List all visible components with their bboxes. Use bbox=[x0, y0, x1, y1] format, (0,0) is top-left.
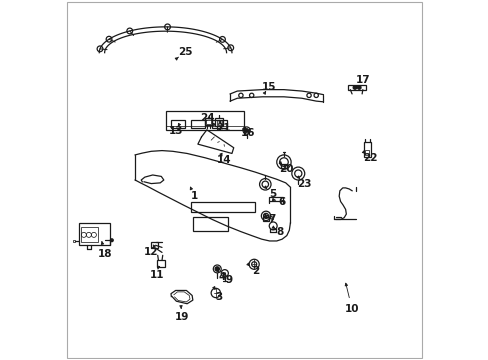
Text: 1: 1 bbox=[190, 191, 198, 201]
Text: 22: 22 bbox=[362, 153, 377, 163]
Circle shape bbox=[110, 239, 113, 242]
Text: 24: 24 bbox=[200, 113, 215, 123]
Bar bbox=[204, 118, 212, 126]
Text: 3: 3 bbox=[215, 292, 223, 302]
Text: 14: 14 bbox=[216, 155, 230, 165]
Bar bbox=[81, 227, 98, 242]
Bar bbox=[212, 121, 226, 128]
Text: 17: 17 bbox=[355, 75, 369, 85]
Text: 20: 20 bbox=[279, 164, 293, 174]
Bar bbox=[206, 120, 210, 125]
Circle shape bbox=[244, 129, 248, 132]
Text: 12: 12 bbox=[144, 247, 158, 257]
Text: 2: 2 bbox=[251, 266, 258, 276]
Text: 7: 7 bbox=[268, 215, 275, 224]
Bar bbox=[165, 111, 244, 130]
Bar bbox=[192, 217, 228, 231]
Bar bbox=[281, 164, 286, 168]
Text: 9: 9 bbox=[225, 275, 232, 285]
Bar bbox=[263, 217, 268, 221]
Bar bbox=[216, 120, 221, 125]
Text: 23: 23 bbox=[297, 179, 311, 189]
Circle shape bbox=[357, 86, 360, 89]
Bar bbox=[171, 121, 185, 128]
Bar bbox=[79, 223, 110, 244]
Bar bbox=[348, 85, 365, 90]
Text: 13: 13 bbox=[168, 126, 183, 135]
Text: 21: 21 bbox=[215, 123, 230, 133]
Text: 25: 25 bbox=[178, 46, 193, 57]
Text: 8: 8 bbox=[276, 227, 284, 237]
Bar bbox=[156, 260, 164, 267]
Text: 18: 18 bbox=[97, 248, 112, 258]
Bar bbox=[364, 149, 368, 155]
Bar bbox=[151, 242, 158, 248]
Text: 19: 19 bbox=[174, 312, 188, 322]
Bar bbox=[215, 118, 223, 126]
Text: 4: 4 bbox=[218, 272, 225, 282]
Text: 15: 15 bbox=[261, 82, 276, 92]
Bar bbox=[73, 239, 75, 242]
Text: 6: 6 bbox=[278, 197, 285, 207]
Circle shape bbox=[352, 86, 356, 89]
Bar bbox=[268, 197, 283, 201]
Bar bbox=[190, 121, 204, 128]
Text: 5: 5 bbox=[268, 189, 276, 199]
Text: 10: 10 bbox=[344, 304, 359, 314]
Bar bbox=[363, 142, 371, 157]
Text: 11: 11 bbox=[149, 270, 163, 280]
Text: 16: 16 bbox=[241, 129, 255, 138]
Bar bbox=[190, 202, 255, 212]
Circle shape bbox=[215, 267, 219, 271]
